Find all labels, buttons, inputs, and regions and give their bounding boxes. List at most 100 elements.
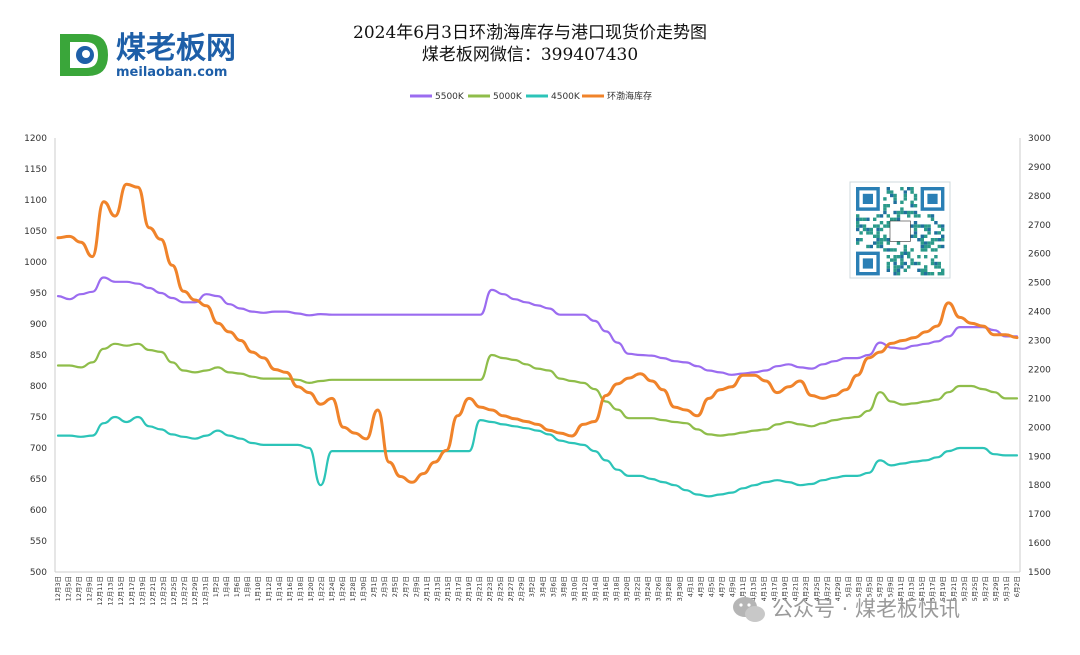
x-tick-label: 5月25日 [971,576,979,601]
x-tick-label: 3月28日 [665,576,673,601]
x-tick-label: 1月20日 [307,576,315,601]
x-tick-label: 4月7日 [718,576,726,597]
x-tick-label: 3月26日 [655,576,663,601]
qr-code-pattern-icon [856,187,945,276]
series-line-4 [56,182,1019,484]
x-tick-label: 5月5日 [865,576,873,597]
y-right-tick-label: 2800 [1028,192,1051,202]
x-tick-label: 5月11日 [897,576,905,601]
x-tick-label: 12月3日 [54,576,62,601]
y-right-tick-label: 2300 [1028,337,1051,347]
x-tick-label: 12月9日 [86,576,94,601]
y-right-tick-label: 3000 [1028,134,1051,144]
x-tick-label: 5月23日 [960,576,968,601]
x-tick-label: 5月13日 [908,576,916,601]
x-tick-label: 4月17日 [771,576,779,601]
series-line-2 [56,342,1019,437]
x-tick-label: 2月17日 [454,576,462,601]
y-right-tick-label: 2700 [1028,221,1051,231]
x-tick-label: 2月15日 [444,576,452,601]
y-right-tick-label: 1600 [1028,539,1051,549]
legend: 5500K 5000K 4500K 环渤海库存 [410,90,652,102]
x-tick-label: 2月21日 [476,576,484,601]
x-tick-label: 5月27日 [981,576,989,601]
x-tick-label: 1月14日 [275,576,283,601]
x-tick-label: 3月4日 [539,576,547,597]
x-tick-label: 2月19日 [465,576,473,601]
logo-url: meilaoban.com [116,65,227,80]
x-tick-label: 12月19日 [138,576,146,606]
y-left-tick-label: 850 [30,351,47,361]
x-tick-label: 1月18日 [296,576,304,601]
x-tick-label: 5月3日 [855,576,863,597]
x-tick-label: 2月25日 [497,576,505,601]
x-tick-label: 1月8日 [244,576,252,597]
series-line-3 [56,415,1019,498]
x-tick-label: 3月30日 [676,576,684,601]
legend-label: 5500K [435,92,465,102]
x-tick-label: 5月17日 [929,576,937,601]
series-lines [56,182,1019,498]
x-tick-label: 3月8日 [560,576,568,597]
y-left-tick-label: 1200 [24,134,47,144]
x-tick-label: 2月11日 [423,576,431,601]
y-left-tick-label: 750 [30,413,47,423]
x-tick-label: 12月29日 [191,576,199,606]
x-tick-label: 3月2日 [528,576,536,597]
x-tick-label: 12月25日 [170,576,178,606]
x-tick-label: 4月23日 [802,576,810,601]
y-right-tick-label: 2900 [1028,163,1051,173]
x-tick-label: 5月21日 [950,576,958,601]
y-right-tick-label: 1900 [1028,452,1051,462]
y-right-tick-label: 2500 [1028,279,1051,289]
x-tick-label: 3月14日 [591,576,599,601]
x-tick-label: 5月7日 [876,576,884,597]
chart-title: 2024年6月3日环渤海库存与港口现货价走势图 [353,23,707,43]
y-right-tick-label: 1700 [1028,510,1051,520]
x-tick-label: 5月15日 [918,576,926,601]
x-tick-label: 4月21日 [792,576,800,601]
y-left-tick-label: 800 [30,382,47,392]
x-axis: 12月3日 12月5日 12月7日 12月9日 12月11日 12月13日 12月15日 12… [54,576,1021,606]
x-tick-label: 1月28日 [349,576,357,601]
y-axis-left: 500 550 600 650 700 750 800 850 900 950 1000 1050 11… [24,134,47,578]
y-right-tick-label: 2200 [1028,365,1051,375]
x-tick-label: 12月17日 [128,576,136,606]
x-tick-label: 2月3日 [381,576,389,597]
x-tick-label: 4月29日 [834,576,842,601]
y-left-tick-label: 950 [30,289,47,299]
logo-name: 煤老板网 [116,31,236,66]
x-tick-label: 12月23日 [159,576,167,606]
x-tick-label: 1月16日 [286,576,294,601]
qr-code [849,181,951,279]
x-tick-label: 3月6日 [549,576,557,597]
x-tick-label: 5月1日 [844,576,852,597]
y-left-tick-label: 550 [30,537,47,547]
series-line-1 [56,276,1019,376]
x-tick-label: 2月29日 [518,576,526,601]
x-tick-label: 3月16日 [602,576,610,601]
x-tick-label: 3月24日 [644,576,652,601]
y-left-tick-label: 500 [30,568,47,578]
x-tick-label: 4月3日 [697,576,705,597]
x-tick-label: 4月5日 [707,576,715,597]
x-tick-label: 1月30日 [360,576,368,601]
y-right-tick-label: 2400 [1028,308,1051,318]
legend-label: 4500K [551,92,581,102]
x-tick-label: 12月27日 [180,576,188,606]
x-tick-label: 4月19日 [781,576,789,601]
x-tick-label: 1月6日 [233,576,241,597]
x-tick-label: 4月11日 [739,576,747,601]
logo-emblem-icon [60,34,108,76]
y-right-tick-label: 2600 [1028,250,1051,260]
x-tick-label: 3月18日 [613,576,621,601]
x-tick-label: 1月22日 [317,576,325,601]
x-tick-label: 5月9日 [887,576,895,597]
y-axis-right: 1500 1600 1700 1800 1900 2000 2100 2200 2300 2400… [1028,134,1051,578]
y-right-tick-label: 2000 [1028,423,1051,433]
x-tick-label: 6月2日 [1013,576,1021,597]
x-tick-label: 12月5日 [65,576,73,601]
y-left-tick-label: 1100 [24,196,47,206]
x-tick-label: 1月2日 [212,576,220,597]
